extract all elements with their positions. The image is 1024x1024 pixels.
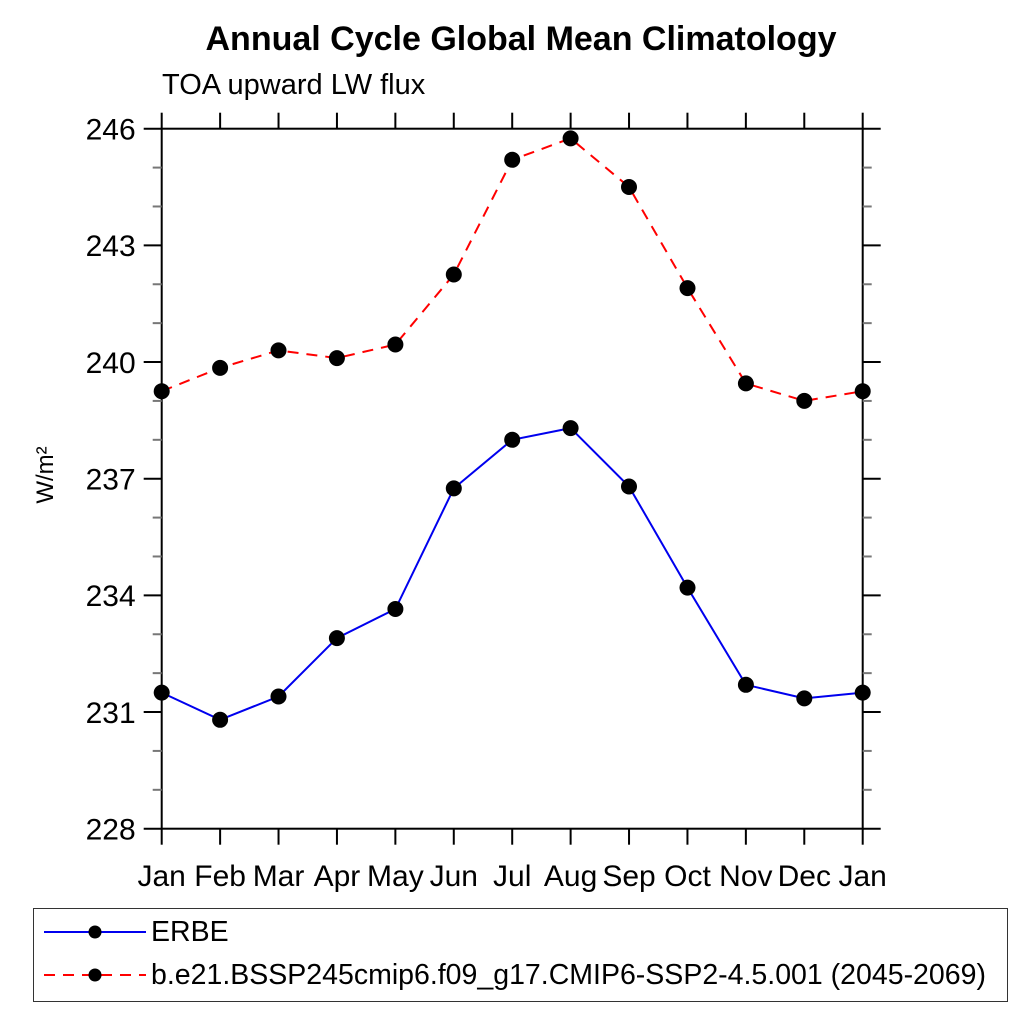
legend-box: ERBE b.e21.BSSP245cmip6.f09_g17.CMIP6-SS… [33, 908, 1008, 1002]
data-point [854, 684, 871, 701]
axis-box [160, 127, 864, 830]
data-point [679, 280, 696, 297]
data-point [153, 684, 170, 701]
data-point [737, 375, 754, 392]
data-point [445, 480, 462, 497]
legend-label-model: b.e21.BSSP245cmip6.f09_g17.CMIP6-SSP2-4.… [151, 958, 986, 991]
x-tick-label: Nov [719, 860, 772, 893]
chart-subtitle: TOA upward LW flux [162, 69, 426, 101]
model-line-swatch [44, 968, 146, 982]
data-point [621, 478, 637, 495]
data-point [737, 676, 754, 693]
data-point [562, 130, 579, 147]
data-point [796, 690, 813, 707]
data-point [854, 383, 871, 400]
data-point [212, 711, 229, 728]
x-tick-label: Apr [314, 860, 361, 893]
data-point [679, 579, 696, 596]
chart-plot: Annual Cycle Global Mean Climatology TOA… [32, 20, 887, 893]
x-tick-label: May [367, 860, 424, 893]
y-tick-label: 228 [86, 814, 136, 847]
y-tick-label: 240 [86, 347, 136, 380]
data-point [504, 151, 521, 168]
erbe-swatch-marker-icon [88, 925, 102, 939]
x-tick-label: Jul [493, 860, 531, 893]
data-point [445, 266, 462, 283]
data-point [270, 688, 287, 705]
x-tick-label: Jun [430, 860, 478, 893]
data-point [328, 350, 345, 367]
x-tick-label: Oct [664, 860, 711, 893]
data-point [387, 336, 404, 353]
plot-area: Jan Feb Mar Apr May Jun Jul Aug Sep Oct Nov Dec Jan2… [86, 112, 887, 893]
data-point [562, 420, 579, 437]
data-point [212, 359, 229, 376]
y-tick-label: 243 [86, 230, 136, 263]
data-point [328, 630, 345, 647]
x-tick-label: Jan [839, 860, 887, 893]
y-tick-label: 246 [86, 114, 136, 147]
model-swatch-marker-icon [88, 968, 102, 982]
data-point [504, 431, 521, 448]
data-point [387, 601, 404, 617]
legend-item-erbe: ERBE [41, 915, 229, 948]
erbe-line-swatch [44, 925, 146, 939]
y-axis-label: W/m² [32, 446, 59, 503]
y-tick-label: 237 [86, 464, 136, 497]
legend-label-erbe: ERBE [151, 915, 229, 948]
y-tick-label: 231 [86, 697, 136, 730]
x-tick-label: Sep [602, 860, 655, 893]
x-tick-label: Jan [138, 860, 186, 893]
series-line-0 [161, 427, 863, 721]
data-point [621, 179, 637, 195]
x-tick-label: Dec [778, 860, 831, 893]
chart-title: Annual Cycle Global Mean Climatology [206, 20, 837, 58]
data-point [270, 342, 287, 359]
x-tick-label: Mar [253, 860, 305, 893]
legend-item-model: b.e21.BSSP245cmip6.f09_g17.CMIP6-SSP2-4.… [41, 958, 986, 991]
y-tick-label: 234 [86, 580, 136, 613]
x-tick-label: Feb [194, 860, 246, 893]
data-point [153, 383, 170, 400]
series-line-1 [161, 137, 863, 402]
data-point [796, 392, 813, 409]
x-tick-label: Aug [544, 860, 597, 893]
